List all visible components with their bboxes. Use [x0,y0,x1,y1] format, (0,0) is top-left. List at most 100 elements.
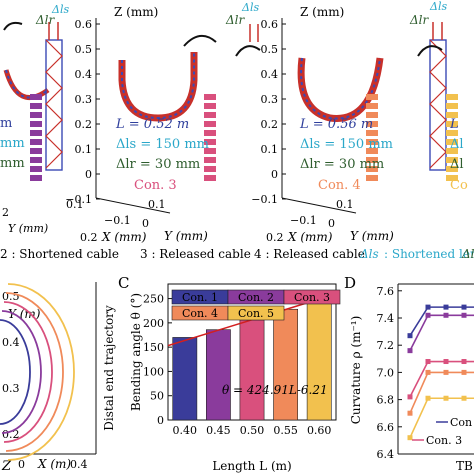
c-legend-swatch [283,289,341,305]
b-x-tick-1: 0.4 [70,458,88,471]
panel-c: C 0 50 100 150 200 250 0.40 0.45 0.50 0.55 0.60 C… [118,274,341,473]
left-tick-0-1: 0.1 [66,198,84,211]
d-point [407,394,413,400]
bent-robot-left [3,69,50,101]
d-point [461,359,467,365]
label-dls: Δls = 150 mm [300,137,393,152]
slider-segment [204,166,216,172]
legend-item-2: 2 : Shortened cable [0,247,119,261]
d-y-tick-label: 6.8 [377,394,395,407]
z-tick-label: 0.1 [75,143,93,156]
d-point [425,395,431,401]
x-tick-neg: −0.1 [104,214,131,227]
slider-segment [446,94,458,100]
label-L: L = 0.56 m [299,117,373,132]
c-x-tick-label: 0.40 [173,424,198,437]
z-tick-label: 0.6 [261,18,279,31]
panel-label-d: D [344,274,356,292]
slider-segment [366,121,378,127]
z-tick-label: 0.5 [75,43,93,56]
z-tick-label: 0.6 [75,18,93,31]
slider-segment [366,148,378,154]
right-dls-fragment: Δl [450,137,464,152]
slider-segment [366,94,378,100]
delta-ls-right: Δls [429,0,447,13]
bend-arrow-mid [235,45,261,57]
slider-segment [204,103,216,109]
c-y-ticks: 0 50 100 150 200 250 [143,293,172,427]
d-y-tick-label: 7.2 [377,339,395,352]
slider-segment [366,112,378,118]
slider-bars-con3 [204,94,216,181]
b-z-label: Z [1,459,12,474]
panel-a-subpanel-con3: 0.6 0.5 0.4 0.3 0.2 0.1 0 −0.1 Z (mm) −0.1 0 0.… [65,5,217,244]
left-axis-y: Y (mm) [8,222,48,235]
x-axis [95,197,171,214]
slider-segment [446,175,458,181]
bend-arrow-1 [183,35,217,47]
slider-segment [30,94,42,100]
straight-robot-right-truss [429,39,447,169]
d-y-tick-label: 7.4 [377,312,395,325]
svg-text:Δls : Shortened length: Δls : Shortened length [359,247,474,261]
d-y-ticks: 6.4 6.6 6.8 7.0 7.2 7.4 7.6 [377,285,402,461]
d-point [443,395,449,401]
label-L: L = 0.52 m [115,117,189,132]
x-tick-neg: −0.1 [290,214,317,227]
right-dlr-fragment: Δl [450,157,464,172]
straight-robot-left-truss [45,39,63,169]
z-tick-label: 0 [85,168,92,181]
slider-segment [366,139,378,145]
z-tick-label: 0.3 [261,93,279,106]
slider-segment [446,166,458,172]
legend-item-4: 4 : Released cable [254,247,365,261]
d-y-tick-label: 7.6 [377,285,395,298]
slider-segment [30,175,42,181]
c-legend-label: Con. 3 [294,291,330,304]
b-y-tick-2: 0.3 [2,382,20,395]
legend-item-3: 3 : Released cable [140,247,251,261]
d-point [461,395,467,401]
z-tick-label: 0.1 [261,143,279,156]
panel-d: D 6.4 6.6 6.8 7.0 7.2 7.4 7.6 Con. 3 Con Curva… [344,274,474,473]
z-tick-label: 0.5 [261,43,279,56]
x-tick-zero: 0 [142,217,149,230]
z-axis-label: Z (mm) [114,5,158,19]
c-xlabel: Length L (m) [212,459,291,473]
slider-segment [446,157,458,163]
slider-segment [204,130,216,136]
slider-segment [30,112,42,118]
d-legend: Con. 3 Con [412,416,472,447]
b-y-tick-0: 0.5 [2,290,20,303]
legend-line: 2 : Shortened cable 3 : Released cable 4… [0,247,474,261]
z-tick-label: 0.3 [75,93,93,106]
z-ticks: 0.6 0.5 0.4 0.3 0.2 0.1 0 −0.1 [65,18,100,206]
delta-lr-right: Δlr [409,13,430,27]
slider-segment [446,148,458,154]
c-y-tick-label: 0 [157,414,164,427]
trajectory-curve [5,292,64,452]
slider-segment [446,139,458,145]
slider-segment [30,139,42,145]
c-y-tick-label: 50 [150,390,164,403]
delta-ls-left: Δls [51,3,69,16]
d-point [425,359,431,365]
delta-lr-mid: Δlr [225,13,246,27]
d-point [443,359,449,365]
panel-a-right-partial: Δlr Δls L Δl Δl Co [409,0,468,193]
label-dlr: Δlr = 30 mm [300,157,384,172]
b-ylabel: Distal end trajectory [102,305,116,431]
slider-segment [30,166,42,172]
slider-segment [204,112,216,118]
y-tick: 0.1 [336,198,354,211]
z-axis-label: Z (mm) [300,5,344,19]
straight-robot-right [429,39,447,171]
z-tick-label: 0.2 [75,118,93,131]
panel-b: 0.5 0.4 0.3 0.2 Z Y (m) 0 X (m) 0.4 Dist… [0,282,116,474]
c-legend-label: Con. 1 [182,291,218,304]
c-legend: Con. 1 Con. 2 Con. 3 Con. 4 Con. 5 [171,289,341,321]
b-y-tick-3: 0.2 [2,428,20,441]
y-axis-label: Y (mm) [350,229,394,243]
x-tick-zero: 0 [328,217,335,230]
